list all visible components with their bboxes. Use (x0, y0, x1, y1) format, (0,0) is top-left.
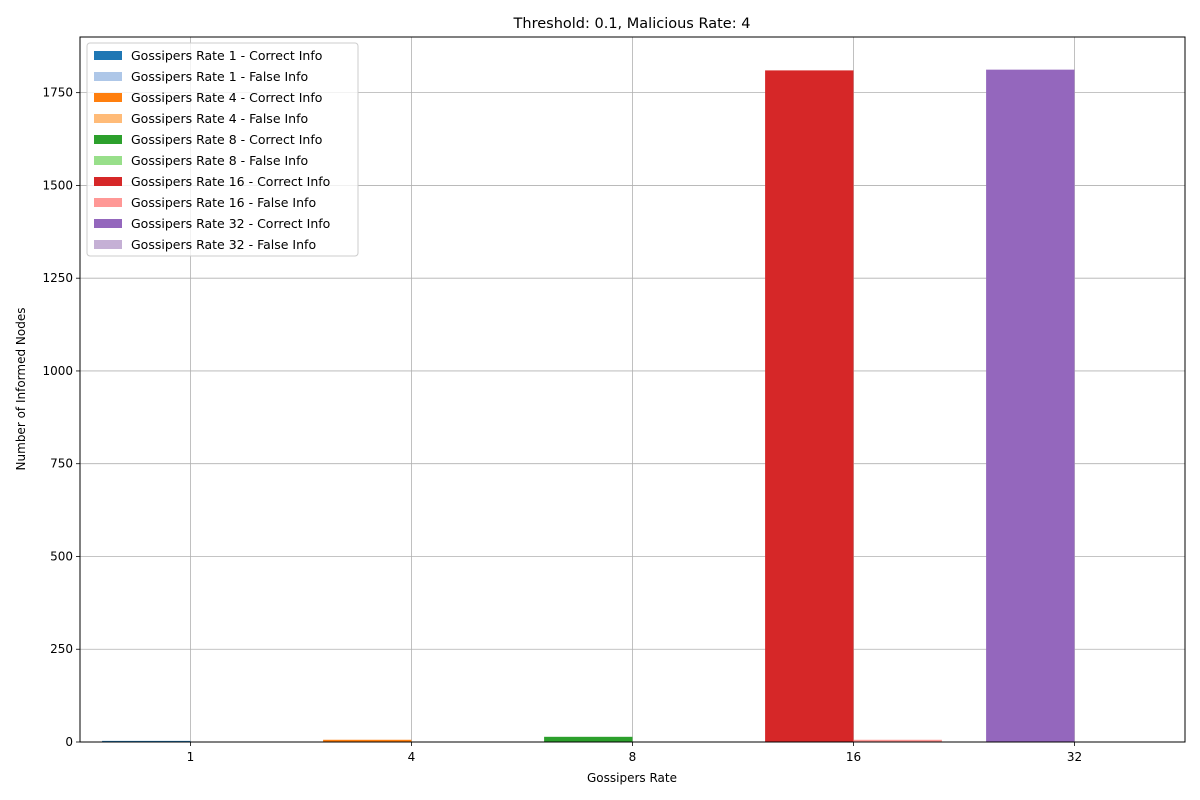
bar (544, 736, 633, 742)
y-tick-label: 250 (50, 642, 73, 656)
legend-entry: Gossipers Rate 16 - Correct Info (131, 174, 330, 189)
x-tick-label: 16 (846, 750, 861, 764)
legend-swatch (94, 51, 122, 60)
legend-swatch (94, 240, 122, 249)
legend-entry: Gossipers Rate 8 - Correct Info (131, 132, 322, 147)
y-tick-label: 1500 (42, 178, 73, 192)
legend-swatch (94, 156, 122, 165)
legend: Gossipers Rate 1 - Correct Info Gossipers… (86, 42, 359, 257)
legend-swatch (94, 135, 122, 144)
y-axis-label: Number of Informed Nodes (14, 308, 28, 471)
x-tick-label: 1 (187, 750, 195, 764)
legend-box (86, 42, 359, 257)
chart-title: Threshold: 0.1, Malicious Rate: 4 (513, 16, 751, 32)
legend-entry: Gossipers Rate 4 - False Info (131, 111, 308, 126)
bar (102, 740, 191, 742)
legend-entry: Gossipers Rate 32 - False Info (131, 237, 316, 252)
legend-entry: Gossipers Rate 16 - False Info (131, 195, 316, 210)
axis-ticks: 0 250 500 750 1000 1250 1500 1750 1 4 8 16 32 (42, 86, 1082, 764)
legend-entry: Gossipers Rate 32 - Correct Info (131, 216, 330, 231)
legend-entry: Gossipers Rate 1 - Correct Info (131, 48, 322, 63)
x-tick-label: 32 (1067, 750, 1082, 764)
y-tick-label: 1000 (42, 364, 73, 378)
x-tick-label: 8 (629, 750, 637, 764)
legend-entry: Gossipers Rate 8 - False Info (131, 153, 308, 168)
bar (323, 739, 412, 742)
legend-swatch (94, 198, 122, 207)
legend-swatch (94, 177, 122, 186)
legend-swatch (94, 72, 122, 81)
legend-entry: Gossipers Rate 4 - Correct Info (131, 90, 322, 105)
bar (853, 739, 942, 742)
bar (765, 70, 854, 743)
x-tick-label: 4 (408, 750, 416, 764)
bar (986, 69, 1075, 742)
y-tick-label: 1750 (42, 86, 73, 100)
y-tick-label: 1250 (42, 271, 73, 285)
legend-swatch (94, 93, 122, 102)
x-axis-label: Gossipers Rate (587, 771, 677, 785)
y-tick-label: 750 (50, 457, 73, 471)
legend-entry: Gossipers Rate 1 - False Info (131, 69, 308, 84)
legend-swatch (94, 219, 122, 228)
bars (102, 69, 1163, 743)
y-tick-label: 0 (65, 735, 73, 749)
y-tick-label: 500 (50, 549, 73, 563)
legend-swatch (94, 114, 122, 123)
